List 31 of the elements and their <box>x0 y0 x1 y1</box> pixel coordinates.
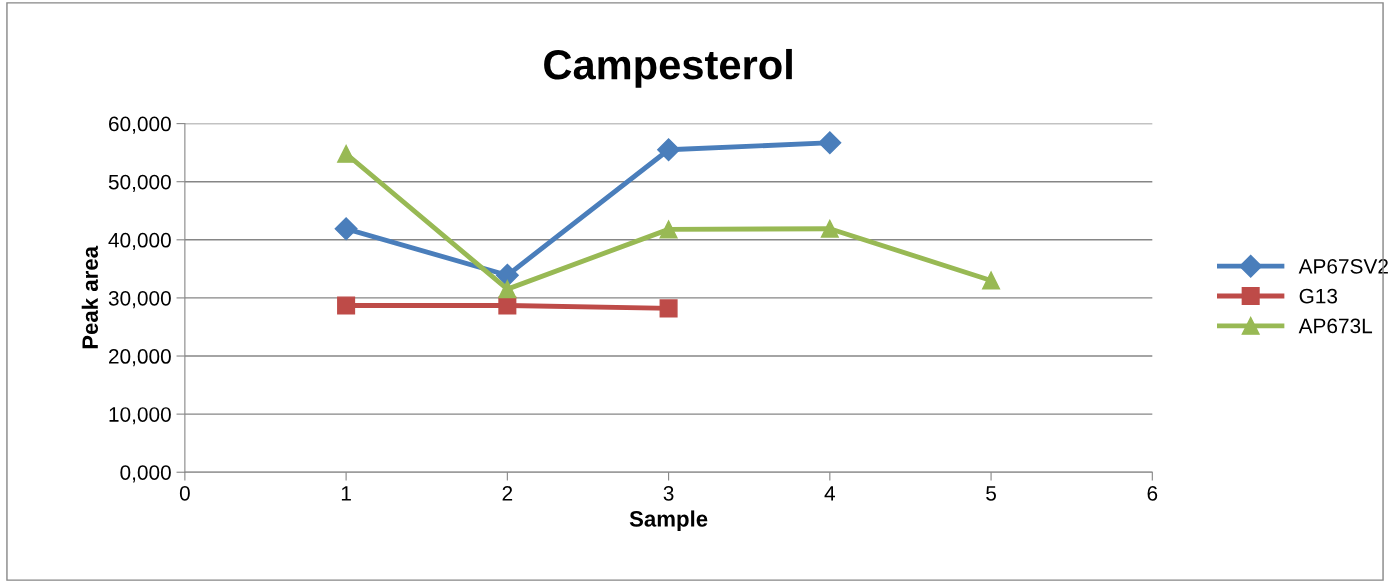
point <box>657 138 681 162</box>
x-tick-label: 3 <box>663 485 674 501</box>
point <box>337 144 356 163</box>
x-tick-label: 2 <box>502 485 513 501</box>
y-tick-label: 40,000 <box>108 232 171 251</box>
point <box>495 263 519 287</box>
x-tick-label: 4 <box>824 486 836 501</box>
point <box>337 296 356 315</box>
legend-label: AP673L <box>1298 318 1373 334</box>
y-tick-label: 20,000 <box>109 349 171 367</box>
point <box>334 217 358 241</box>
point <box>498 280 517 299</box>
legend-label: AP67SV2 <box>1298 258 1388 274</box>
point <box>982 271 1001 290</box>
y-tick-label: 60,000 <box>109 116 171 134</box>
y-tick-label: 0,000 <box>120 465 171 483</box>
point <box>820 219 839 238</box>
point <box>659 220 678 239</box>
chart-title: Campesterol <box>544 48 792 88</box>
x-tick-label: 6 <box>1147 485 1158 501</box>
legend-label: G13 <box>1299 288 1338 304</box>
y-axis-title: Peak area <box>81 245 99 349</box>
x-axis-title: Sample <box>629 510 708 532</box>
y-tick-label: 50,000 <box>108 174 171 192</box>
x-tick-label: 0 <box>179 485 190 501</box>
x-tick-label: 1 <box>341 486 351 501</box>
point <box>818 131 842 155</box>
point <box>659 299 678 318</box>
x-tick-label: 5 <box>986 486 996 501</box>
y-tick-label: 10,000 <box>109 407 171 425</box>
y-tick-label: 30,000 <box>108 290 171 309</box>
